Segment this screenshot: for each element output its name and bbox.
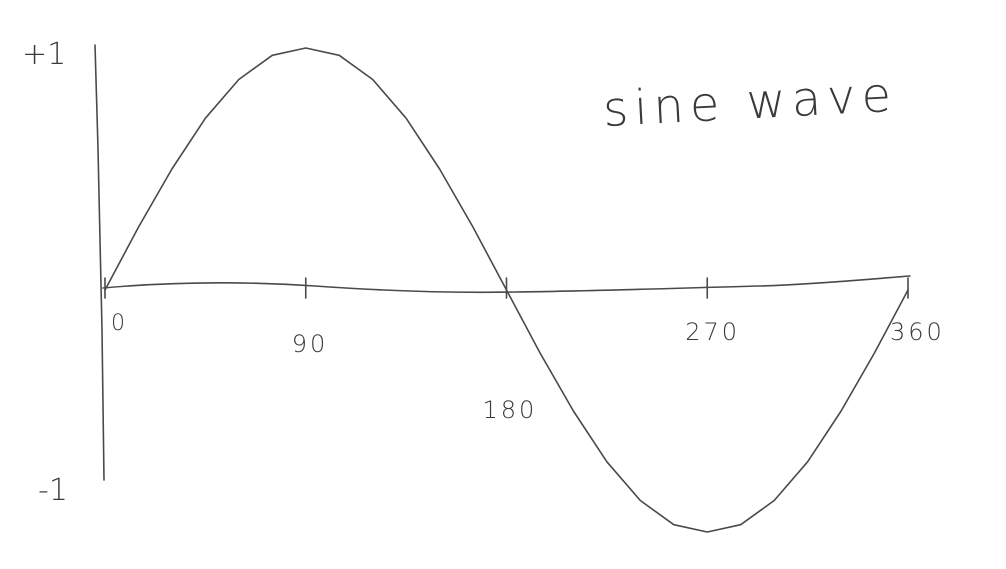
x-tick-label-360: 360: [890, 318, 945, 346]
x-axis: [102, 275, 911, 294]
x-tick-label-180: 180: [483, 396, 538, 424]
x-tick-labels: 0 90 180 270 360: [111, 311, 945, 424]
y-label-bottom: -1: [38, 473, 68, 508]
x-tick-label-90: 90: [292, 330, 329, 358]
x-axis-ticks: [104, 277, 909, 299]
y-axis: [94, 44, 105, 481]
y-label-top: +1: [22, 37, 66, 72]
x-tick-label-270: 270: [685, 318, 740, 346]
x-tick-label-0: 0: [111, 311, 128, 336]
chart-title: sine wave: [602, 67, 899, 138]
sine-series-line: [104, 47, 909, 533]
